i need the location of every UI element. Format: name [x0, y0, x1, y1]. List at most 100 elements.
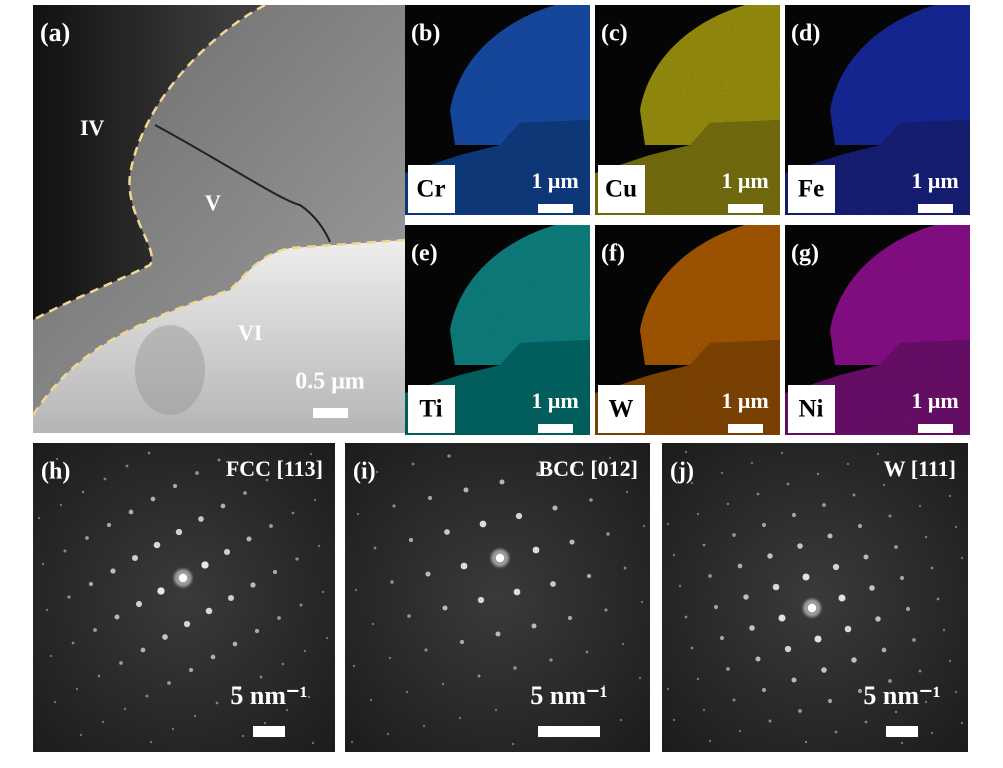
diffraction-spot — [325, 636, 329, 640]
diffraction-spot — [390, 580, 394, 584]
diffraction-spot — [37, 516, 41, 520]
diffraction-spot — [930, 566, 934, 570]
diffraction-spot — [814, 635, 822, 643]
diffraction-spot — [755, 656, 761, 662]
diffraction-spot — [708, 574, 712, 578]
diffraction-spot — [684, 450, 688, 454]
diffraction-spot — [552, 505, 558, 511]
scale-label: 1 μm — [531, 388, 578, 413]
diffraction-spot — [145, 694, 149, 698]
diffraction-spot — [352, 664, 356, 668]
diffraction-spot — [696, 512, 700, 516]
diffraction-spot — [882, 483, 886, 487]
diffraction-spot — [930, 731, 934, 735]
diffraction-spot — [846, 462, 850, 466]
diffraction-spot — [458, 716, 462, 720]
diffraction-spot — [713, 604, 719, 610]
eds-map: (b) Cr 1 μm — [405, 5, 590, 215]
diffraction-spot — [313, 498, 317, 502]
diffraction-spot — [888, 679, 892, 683]
diffraction-spot — [912, 638, 916, 642]
diffraction-spot — [802, 573, 810, 581]
diffraction-spot — [857, 523, 863, 529]
diffraction-spot — [241, 734, 245, 738]
diffraction-spot — [642, 524, 646, 528]
panel-label: (b) — [411, 21, 440, 47]
diffraction-spot — [912, 473, 916, 477]
diffraction-spot — [223, 548, 231, 556]
diffraction-spot — [125, 464, 129, 468]
diffraction-spot — [756, 492, 760, 496]
scale-label: 5 nm⁻¹ — [530, 681, 607, 710]
diffraction-spot — [869, 585, 875, 591]
diffraction-spot — [851, 657, 857, 663]
region-v — [33, 5, 405, 415]
diffraction-spot — [93, 628, 97, 632]
panel-label: (d) — [791, 21, 820, 47]
map-phase — [450, 225, 590, 365]
diffraction-spot — [49, 654, 53, 658]
diffraction-spot — [55, 457, 59, 461]
scale-bar — [538, 424, 573, 433]
diffraction-spot — [702, 708, 706, 712]
scale-label: 0.5 μm — [295, 369, 365, 395]
diffraction-spot — [881, 647, 887, 653]
diffraction-spot — [821, 667, 827, 673]
diffraction-spot — [459, 639, 465, 645]
diffraction-spot — [479, 520, 487, 528]
diffraction-spot — [804, 740, 808, 744]
diffraction-spot — [75, 687, 79, 691]
diffraction-spot — [732, 533, 736, 537]
diffraction-spot — [237, 688, 241, 692]
diffraction-spot — [888, 514, 892, 518]
diffraction-spot — [205, 607, 213, 615]
diffraction-spot — [606, 532, 610, 536]
diffraction-spot — [371, 622, 375, 626]
diffraction-spot — [495, 631, 501, 637]
map-phase — [450, 5, 590, 145]
panel-label: (g) — [791, 241, 819, 267]
diffraction-spot — [183, 620, 191, 628]
diffraction-spot — [499, 479, 505, 485]
element-box — [598, 165, 645, 213]
central-beam — [174, 569, 192, 587]
diffraction-spot — [427, 495, 433, 501]
diffraction-spot — [63, 549, 67, 553]
diffraction-spot — [123, 707, 127, 711]
eds-map: (e) Ti 1 μm — [405, 225, 590, 435]
diffraction-spot — [684, 615, 688, 619]
diffraction-spot — [424, 648, 428, 652]
diffraction-spot — [827, 698, 833, 704]
diffraction-spot — [784, 645, 792, 653]
diffraction-spot — [535, 471, 541, 477]
diffraction-spot — [863, 554, 869, 560]
diffraction-spot — [259, 675, 263, 679]
diffraction-spot — [198, 516, 204, 522]
diffraction-spot — [41, 562, 45, 566]
diffraction-spot — [672, 553, 676, 557]
diffraction-spot — [59, 503, 63, 507]
diffraction-spot — [175, 528, 183, 536]
diffraction-spot — [513, 666, 517, 670]
eds-map: (f) W 1 μm — [595, 225, 780, 435]
diffraction-spot — [623, 566, 627, 570]
diffraction-spot — [918, 669, 922, 673]
diffraction-spot — [447, 454, 451, 458]
diffraction-spot — [690, 646, 694, 650]
element-box — [788, 385, 835, 433]
diffraction-spot — [772, 583, 780, 591]
diffraction-spot — [215, 701, 219, 705]
diffraction-spot — [243, 491, 247, 495]
diffraction-spot — [549, 658, 553, 662]
diffraction-spot — [375, 470, 379, 474]
diffraction-spot — [388, 656, 392, 660]
diffraction-spot — [511, 742, 515, 746]
panel-label: (c) — [601, 21, 628, 47]
diffraction-spot — [195, 471, 199, 475]
diffraction-spot — [67, 595, 71, 599]
diffraction-spot — [317, 544, 321, 548]
zone-label: FCC [113] — [226, 456, 323, 481]
diffraction-spot — [589, 498, 593, 502]
diffraction-spot — [477, 674, 481, 678]
